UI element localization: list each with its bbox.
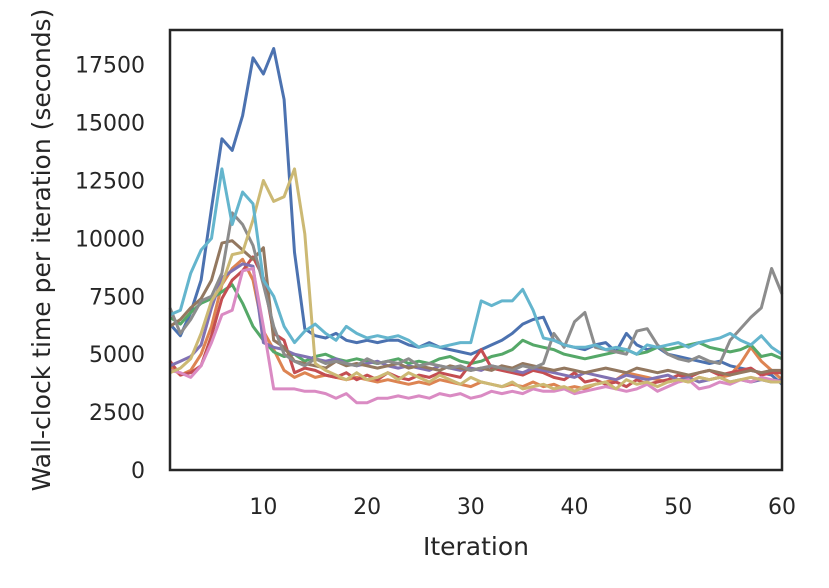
y-tick-label: 17500 [75, 54, 145, 79]
x-tick-label: 50 [664, 495, 692, 520]
plot-frame [168, 28, 784, 472]
y-tick-labels: 0 2500 5000 7500 10000 12500 15000 17500 [75, 54, 145, 484]
series-layer [168, 47, 784, 405]
series-line-1 [168, 47, 783, 386]
series-line-9 [169, 167, 782, 393]
x-tick-label: 10 [249, 495, 277, 520]
y-axis-label: Wall-clock time per iteration (seconds) [27, 9, 56, 492]
series-line-8 [168, 211, 784, 372]
x-axis-label: Iteration [423, 532, 529, 561]
y-tick-label: 2500 [89, 401, 145, 426]
y-tick-label: 15000 [75, 112, 145, 137]
x-tick-label: 30 [457, 495, 485, 520]
y-tick-label: 5000 [89, 343, 145, 368]
x-tick-label: 60 [768, 495, 796, 520]
x-tick-label: 40 [561, 495, 589, 520]
y-tick-label: 7500 [89, 285, 145, 310]
x-tick-label: 20 [353, 495, 381, 520]
y-tick-label: 10000 [75, 227, 145, 252]
y-tick-label: 0 [131, 459, 145, 484]
series-line-10 [169, 167, 783, 356]
x-tick-labels: 10 20 30 40 50 60 [249, 495, 796, 520]
series-line-3 [169, 283, 783, 365]
y-tick-label: 12500 [75, 170, 145, 195]
